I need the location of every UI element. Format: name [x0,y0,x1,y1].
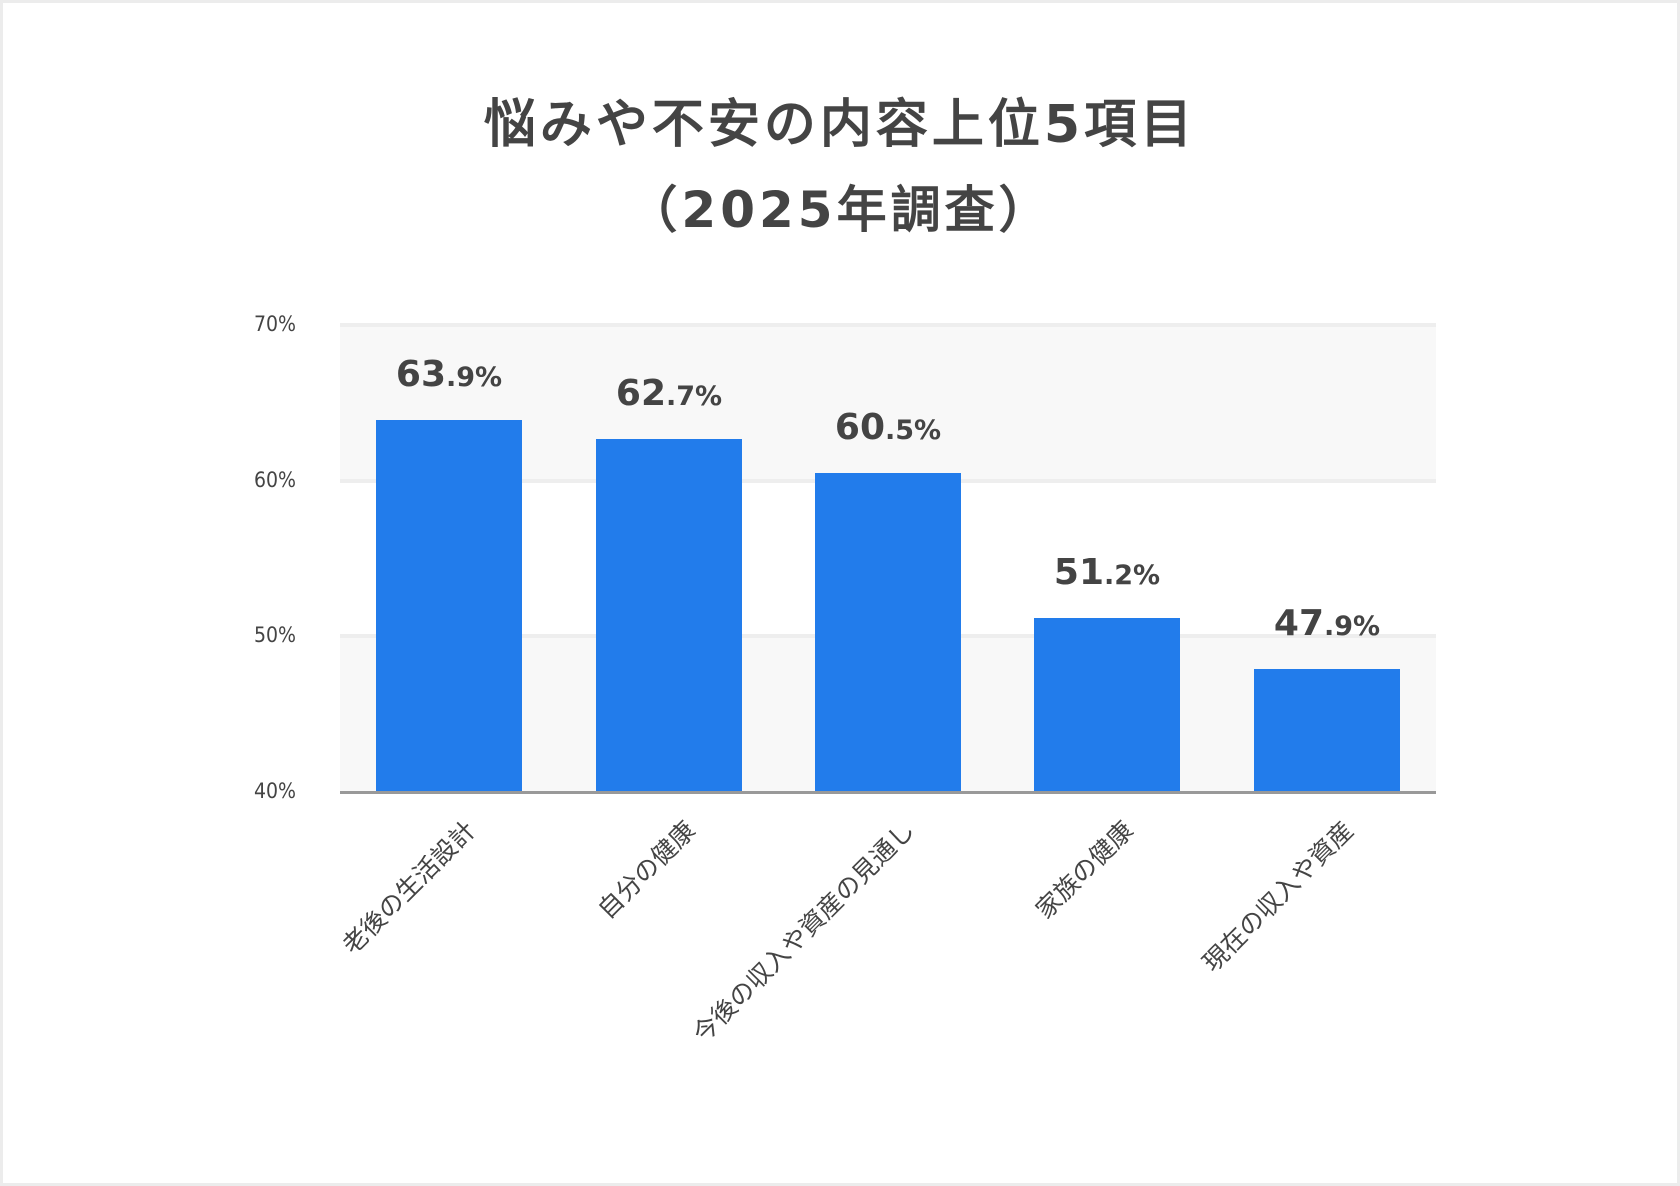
data-label-integer: 51 [1053,551,1104,593]
data-label-decimal: .7% [666,380,723,412]
bar-3 [815,472,961,792]
data-label-decimal: .9% [1324,611,1381,643]
data-label-integer: 60 [834,406,885,448]
data-label-integer: 47 [1273,603,1324,645]
bar-1 [376,419,522,792]
data-label-integer: 62 [615,372,666,414]
y-tick-label: 50% [254,623,296,648]
data-label-decimal: .2% [1104,559,1161,591]
y-tick-label: 40% [254,779,296,803]
data-label: 51.2% [1014,552,1200,593]
data-label: 63.9% [356,354,542,395]
bar-5 [1254,669,1400,792]
plot-band [340,325,1436,481]
data-label-decimal: .5% [885,414,942,446]
x-axis-baseline [340,791,1436,794]
data-label: 47.9% [1234,603,1420,644]
bar-4 [1034,617,1180,792]
data-label: 62.7% [576,373,762,414]
data-label-integer: 63 [395,353,446,395]
data-label-decimal: .9% [446,361,503,393]
y-tick-label: 60% [254,467,296,492]
y-tick-label: 70% [254,312,296,336]
chart-title: 悩みや不安の内容上位5項目 [483,95,1197,155]
chart-subtitle: （2025年調査） [627,181,1053,239]
bar-2 [596,438,742,792]
data-label: 60.5% [795,407,981,448]
gridline [340,323,1436,327]
